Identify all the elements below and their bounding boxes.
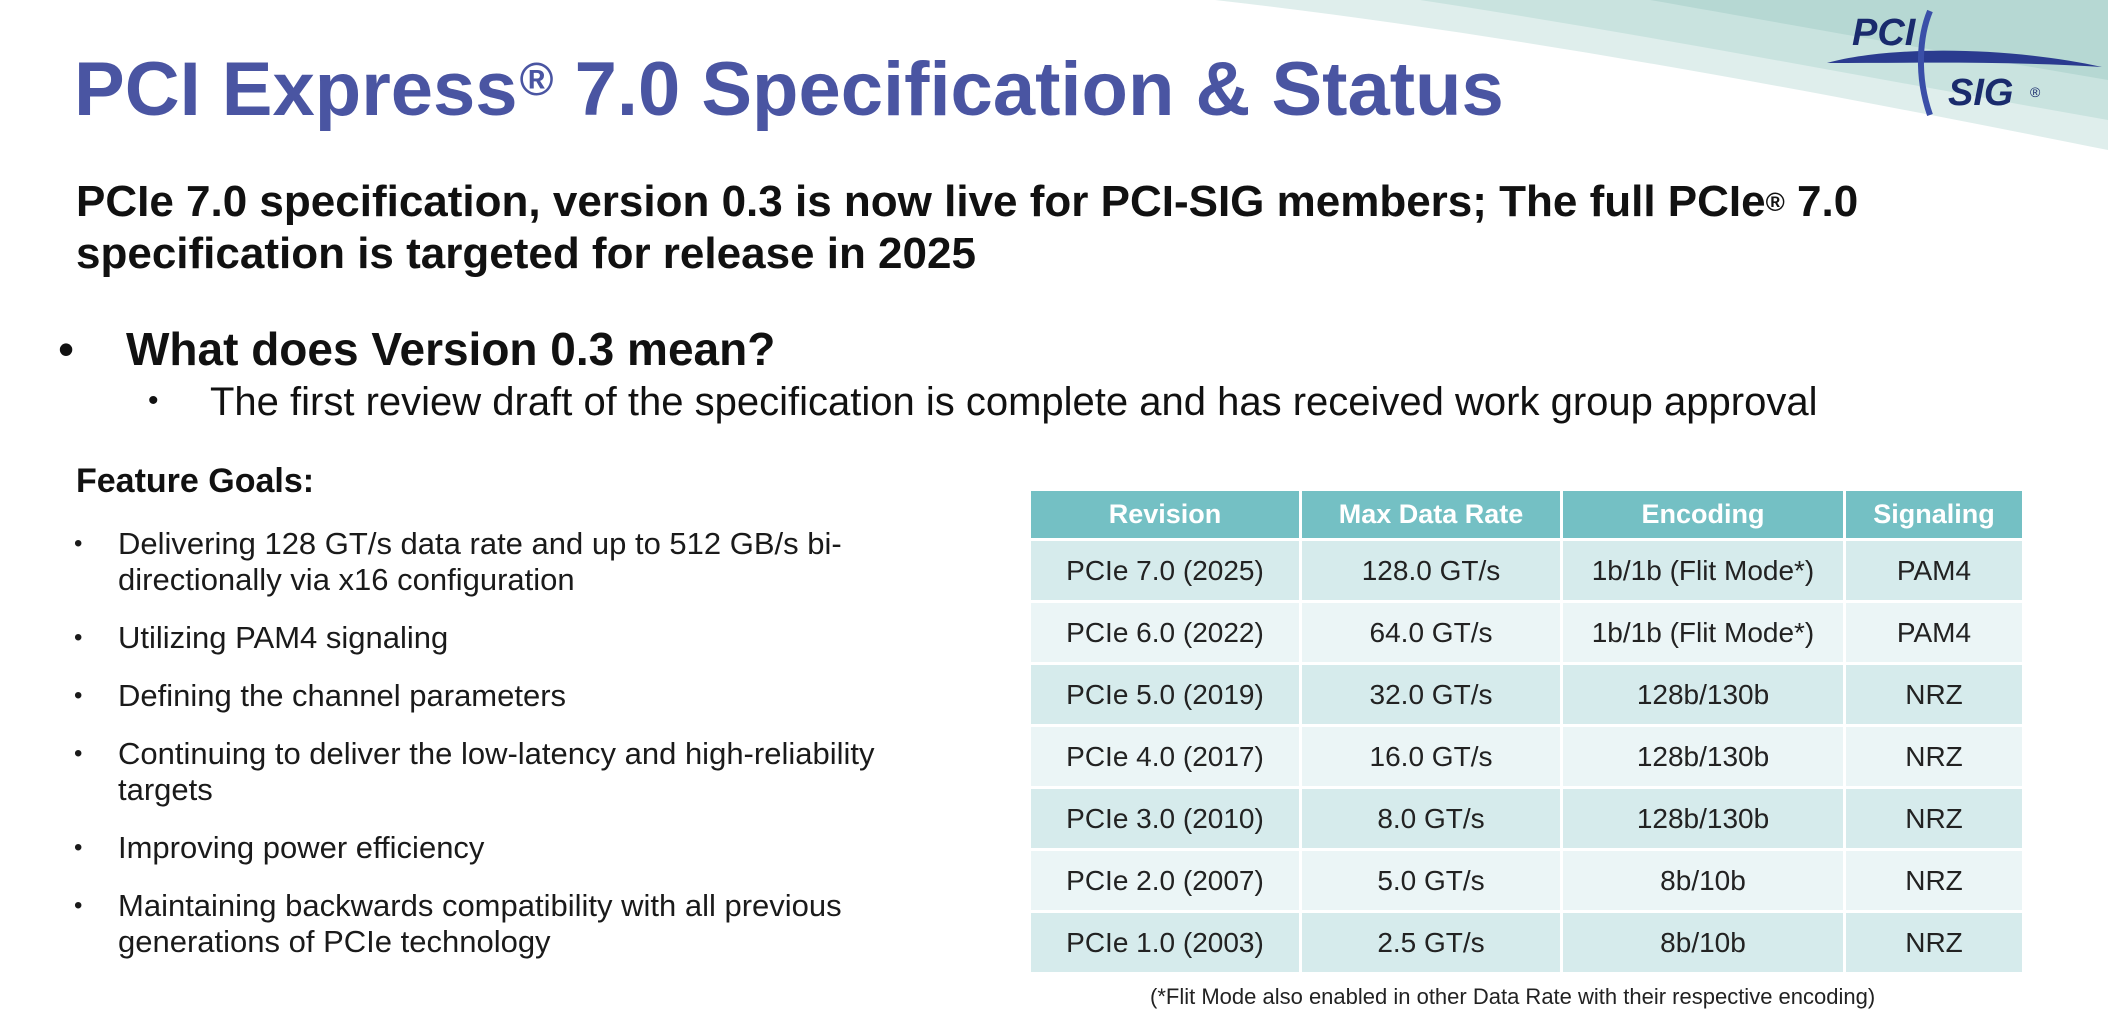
cell-max-data-rate: 32.0 GT/s [1302,665,1560,724]
cell-encoding: 1b/1b (Flit Mode*) [1563,541,1843,600]
cell-encoding: 128b/130b [1563,727,1843,786]
cell-encoding: 128b/130b [1563,789,1843,848]
table-header-row: Revision Max Data Rate Encoding Signalin… [1031,491,2022,538]
feature-goal-text: Continuing to deliver the low-latency an… [118,736,875,807]
table-footnote: (*Flit Mode also enabled in other Data R… [1150,984,1876,1009]
feature-goal-item: • Improving power efficiency [74,830,974,866]
cell-signaling: PAM4 [1846,541,2022,600]
logo-registered-mark: ® [2030,84,2041,100]
cell-revision: PCIe 4.0 (2017) [1031,727,1299,786]
cell-signaling: NRZ [1846,851,2022,910]
sub-bullet-text: The first review draft of the specificat… [210,380,1818,424]
cell-max-data-rate: 128.0 GT/s [1302,541,1560,600]
table-row: PCIe 2.0 (2007) 5.0 GT/s 8b/10b NRZ [1031,851,2022,910]
feature-goal-text: Improving power efficiency [118,830,485,865]
table-row: PCIe 3.0 (2010) 8.0 GT/s 128b/130b NRZ [1031,789,2022,848]
cell-revision: PCIe 3.0 (2010) [1031,789,1299,848]
cell-max-data-rate: 64.0 GT/s [1302,603,1560,662]
bullet-dot: • [74,682,83,709]
bullet-dot: • [58,323,75,375]
table-row: PCIe 5.0 (2019) 32.0 GT/s 128b/130b NRZ [1031,665,2022,724]
bullet-dot: • [74,740,83,767]
bullet-dot: • [74,892,83,919]
cell-signaling: NRZ [1846,727,2022,786]
cell-encoding: 8b/10b [1563,851,1843,910]
title-main: PCI Express [74,47,518,132]
feature-goal-text: Utilizing PAM4 signaling [118,620,449,655]
cell-signaling: NRZ [1846,665,2022,724]
table-row: PCIe 1.0 (2003) 2.5 GT/s 8b/10b NRZ [1031,913,2022,972]
feature-goal-item: • Maintaining backwards compatibility wit… [74,888,974,960]
feature-goals-heading: Feature Goals: [76,462,315,500]
title-registered-mark: ® [519,53,554,105]
subtitle-part2: 7.0 specification is targeted for releas… [76,177,1859,278]
table-row: PCIe 6.0 (2022) 64.0 GT/s 1b/1b (Flit Mo… [1031,603,2022,662]
bullet-dot: • [148,384,159,417]
feature-goal-item: • Utilizing PAM4 signaling [74,620,974,656]
cell-encoding: 128b/130b [1563,665,1843,724]
bullet-dot: • [74,834,83,861]
feature-goal-item: • Defining the channel parameters [74,678,974,714]
cell-max-data-rate: 16.0 GT/s [1302,727,1560,786]
cell-revision: PCIe 6.0 (2022) [1031,603,1299,662]
column-header-signaling: Signaling [1846,491,2022,538]
pci-sig-logo: PCI SIG ® [1812,5,2108,125]
bullet-dot: • [74,624,83,651]
feature-goal-text: Maintaining backwards compatibility with… [118,888,842,959]
subtitle-registered-mark: ® [1765,187,1785,217]
feature-goal-item: • Continuing to deliver the low-latency a… [74,736,974,808]
main-bullet-text: What does Version 0.3 mean? [126,323,776,375]
bullet-dot: • [74,530,83,557]
cell-signaling: NRZ [1846,789,2022,848]
title-rest: 7.0 Specification & Status [553,47,1504,132]
column-header-revision: Revision [1031,491,1299,538]
table-row: PCIe 7.0 (2025) 128.0 GT/s 1b/1b (Flit M… [1031,541,2022,600]
cell-signaling: PAM4 [1846,603,2022,662]
cell-encoding: 1b/1b (Flit Mode*) [1563,603,1843,662]
cell-signaling: NRZ [1846,913,2022,972]
slide-title: PCI Express® 7.0 Specification & Status [74,46,1504,133]
cell-max-data-rate: 5.0 GT/s [1302,851,1560,910]
feature-goal-text: Defining the channel parameters [118,678,567,713]
cell-max-data-rate: 8.0 GT/s [1302,789,1560,848]
subtitle-part1: PCIe 7.0 specification, version 0.3 is n… [76,177,1766,226]
cell-revision: PCIe 2.0 (2007) [1031,851,1299,910]
feature-goal-item: • Delivering 128 GT/s data rate and up to… [74,526,974,598]
cell-revision: PCIe 5.0 (2019) [1031,665,1299,724]
pcie-revision-table: Revision Max Data Rate Encoding Signalin… [1028,488,2025,975]
table-row: PCIe 4.0 (2017) 16.0 GT/s 128b/130b NRZ [1031,727,2022,786]
cell-encoding: 8b/10b [1563,913,1843,972]
cell-revision: PCIe 1.0 (2003) [1031,913,1299,972]
column-header-max-data-rate: Max Data Rate [1302,491,1560,538]
logo-text-top: PCI [1852,12,1917,54]
cell-max-data-rate: 2.5 GT/s [1302,913,1560,972]
column-header-encoding: Encoding [1563,491,1843,538]
logo-text-bottom: SIG [1948,72,2013,114]
slide-subtitle: PCIe 7.0 specification, version 0.3 is n… [76,176,1956,280]
feature-goals-list: • Delivering 128 GT/s data rate and up to… [74,526,974,982]
feature-goal-text: Delivering 128 GT/s data rate and up to … [118,526,842,597]
cell-revision: PCIe 7.0 (2025) [1031,541,1299,600]
